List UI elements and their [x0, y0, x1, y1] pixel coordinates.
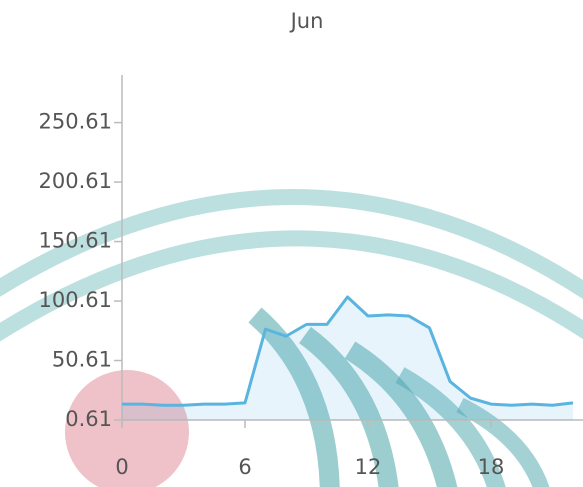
y-tick-label: 250.61	[39, 110, 112, 134]
y-tick-label: 0.61	[65, 407, 112, 431]
y-tick-label: 100.61	[39, 288, 112, 312]
x-tick-label: 6	[238, 455, 251, 479]
x-tick-label: 0	[115, 455, 128, 479]
x-tick-label: 18	[478, 455, 505, 479]
chart-title: Jun	[289, 9, 324, 33]
y-tick-label: 150.61	[39, 229, 112, 253]
area	[122, 297, 573, 420]
y-tick-label: 200.61	[39, 169, 112, 193]
line	[122, 295, 574, 407]
y-tick-label: 50.61	[52, 348, 112, 372]
x-tick-label: 12	[355, 455, 382, 479]
